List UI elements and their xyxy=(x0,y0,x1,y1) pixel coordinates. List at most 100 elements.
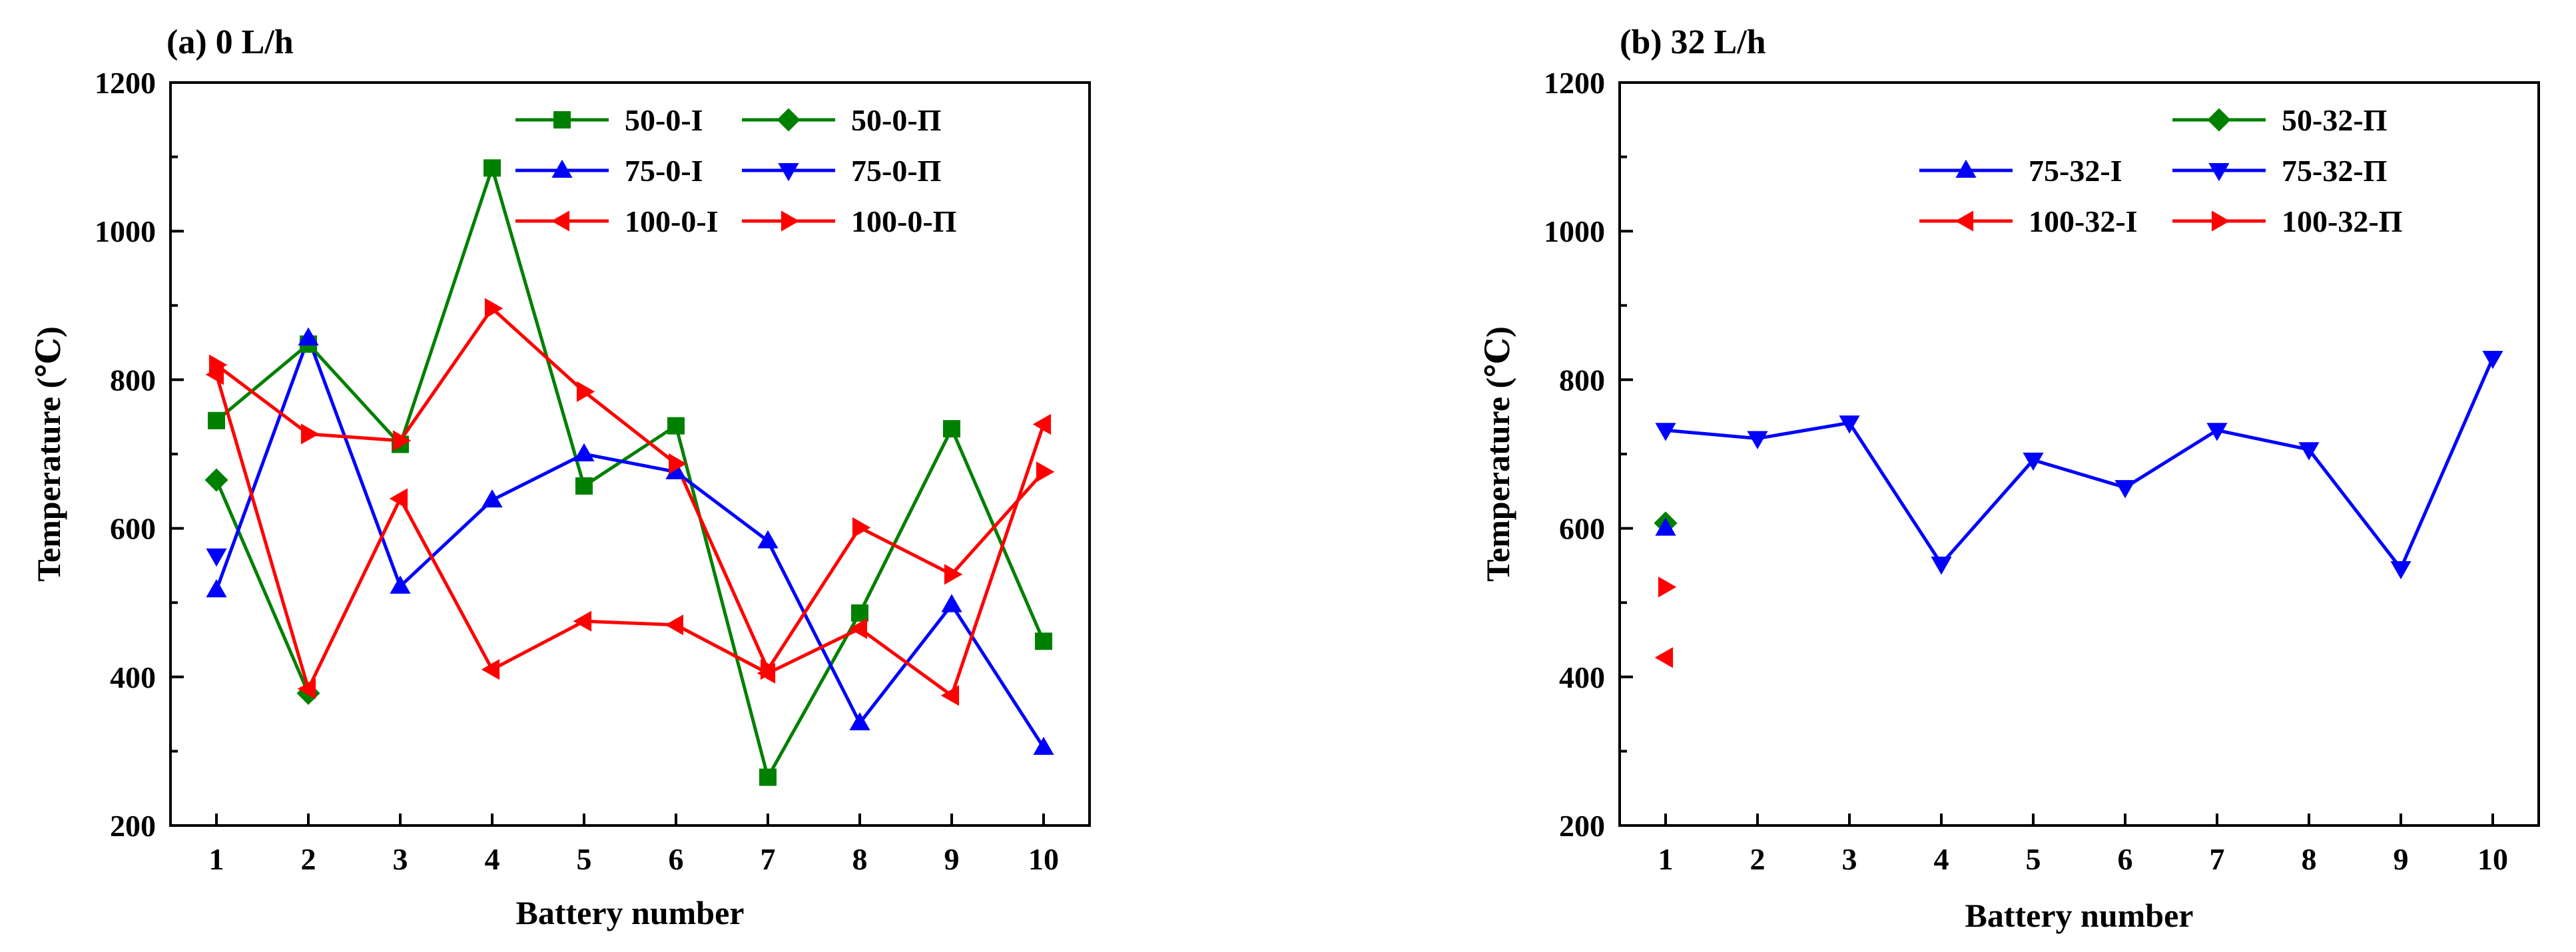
data-point xyxy=(576,381,595,402)
legend-label: 75-32-I xyxy=(2029,154,2122,188)
x-tick-label: 10 xyxy=(1028,842,1059,876)
legend-marker xyxy=(551,159,573,178)
axis-ticks: 1 2 3 4 5 6 7 8 9 10 200 400 600 800 1000 1200 xyxy=(1544,66,2508,876)
x-axis-label: Battery number xyxy=(516,894,745,931)
legend-marker xyxy=(2207,108,2231,132)
data-point xyxy=(852,517,871,539)
data-point xyxy=(851,604,868,622)
data-point xyxy=(944,564,963,585)
legend-marker xyxy=(777,108,801,132)
x-tick-label: 5 xyxy=(2026,842,2041,876)
data-point xyxy=(943,420,960,438)
data-point xyxy=(206,579,227,598)
data-point xyxy=(392,430,412,451)
data-point xyxy=(573,610,592,632)
series-line xyxy=(215,306,1045,673)
legend-label: 75-32-Π xyxy=(2282,154,2387,188)
y-tick-label: 1000 xyxy=(1544,214,1605,248)
x-tick-label: 6 xyxy=(2118,842,2133,876)
legend-marker xyxy=(1955,159,1977,178)
x-tick-label: 7 xyxy=(2210,842,2225,876)
data-point xyxy=(481,659,500,680)
data-point xyxy=(848,618,868,639)
data-layer xyxy=(204,159,1055,786)
data-point xyxy=(573,443,595,462)
data-point xyxy=(298,327,319,346)
legend: 50-0-I 50-0-Π 75-0-I 75-0-Π 100-0-I 100-0-Π xyxy=(515,103,956,238)
y-tick-label: 1200 xyxy=(95,66,156,100)
data-point xyxy=(2390,561,2412,580)
panel-a: (a) 0 L/h 1 2 3 4 5 6 7 8 9 10 200 400 600 800 1000 120… xyxy=(30,23,1091,931)
legend-marker xyxy=(778,162,799,182)
legend: 50-32-Π 75-32-I 75-32-Π 100-32-I 100-32-Π xyxy=(1919,103,2402,238)
data-point xyxy=(208,354,228,375)
data-point xyxy=(1036,461,1055,483)
x-tick-label: 2 xyxy=(301,842,316,876)
series-line xyxy=(215,162,1046,782)
data-point xyxy=(1658,577,1677,598)
x-tick-label: 10 xyxy=(2477,842,2508,876)
data-point xyxy=(1032,413,1052,435)
data-point xyxy=(483,159,501,177)
data-point xyxy=(667,417,685,435)
data-point xyxy=(2482,350,2503,369)
legend-label: 75-0-I xyxy=(625,154,703,188)
y-tick-label: 1000 xyxy=(95,214,156,248)
data-point xyxy=(297,678,316,700)
x-tick-label: 3 xyxy=(1842,842,1857,876)
legend-label: 100-32-Π xyxy=(2282,204,2402,238)
data-point xyxy=(1747,431,1768,449)
legend-label: 75-0-Π xyxy=(851,154,941,188)
data-point xyxy=(390,575,411,594)
x-axis-label: Battery number xyxy=(1965,897,2194,934)
x-tick-label: 1 xyxy=(1658,842,1674,876)
data-point xyxy=(1839,415,1860,434)
y-tick-label: 600 xyxy=(1559,512,1605,546)
legend-marker xyxy=(2208,162,2230,182)
data-point xyxy=(665,461,687,479)
x-tick-label: 4 xyxy=(1934,842,1949,876)
y-tick-label: 800 xyxy=(110,363,156,397)
series-line xyxy=(214,479,310,694)
chart-title: (b) 32 L/h xyxy=(1620,23,1766,61)
chart-title: (a) 0 L/h xyxy=(166,23,294,61)
legend-marker xyxy=(2211,210,2230,232)
data-point xyxy=(389,488,408,509)
data-point xyxy=(1035,632,1052,650)
legend-marker xyxy=(1955,210,1974,232)
series-line xyxy=(1665,357,2495,572)
x-tick-label: 3 xyxy=(393,842,408,876)
series-line xyxy=(214,373,1046,698)
data-point xyxy=(668,453,687,475)
data-point xyxy=(1033,736,1054,755)
x-tick-label: 2 xyxy=(1750,842,1766,876)
data-point xyxy=(757,530,779,549)
data-point xyxy=(2206,423,2228,441)
x-tick-label: 7 xyxy=(761,842,776,876)
data-point xyxy=(575,477,593,495)
data-point xyxy=(482,489,503,508)
legend-label: 100-32-I xyxy=(2029,204,2138,238)
y-tick-label: 200 xyxy=(1559,809,1605,843)
data-layer xyxy=(1654,350,2503,668)
x-tick-label: 9 xyxy=(2394,842,2409,876)
data-point xyxy=(2023,452,2044,471)
data-point xyxy=(1654,647,1674,668)
y-tick-label: 800 xyxy=(1559,363,1605,397)
x-tick-label: 4 xyxy=(485,842,500,876)
data-point xyxy=(300,423,320,445)
data-point xyxy=(204,468,228,492)
legend-label: 50-32-Π xyxy=(2282,103,2387,137)
series-line xyxy=(214,333,1046,749)
legend-label: 50-0-Π xyxy=(851,103,941,137)
data-point xyxy=(1655,517,1676,536)
panel-b: (b) 32 L/h 1 2 3 4 5 6 7 8 9 10 200 400 600 800 1000 12… xyxy=(1479,23,2540,934)
data-point xyxy=(208,411,225,429)
x-tick-label: 8 xyxy=(852,842,868,876)
data-point xyxy=(940,685,960,706)
data-point xyxy=(941,594,962,612)
x-tick-label: 5 xyxy=(577,842,592,876)
y-axis-label: Temperature (℃) xyxy=(30,326,67,581)
data-point xyxy=(849,712,870,731)
